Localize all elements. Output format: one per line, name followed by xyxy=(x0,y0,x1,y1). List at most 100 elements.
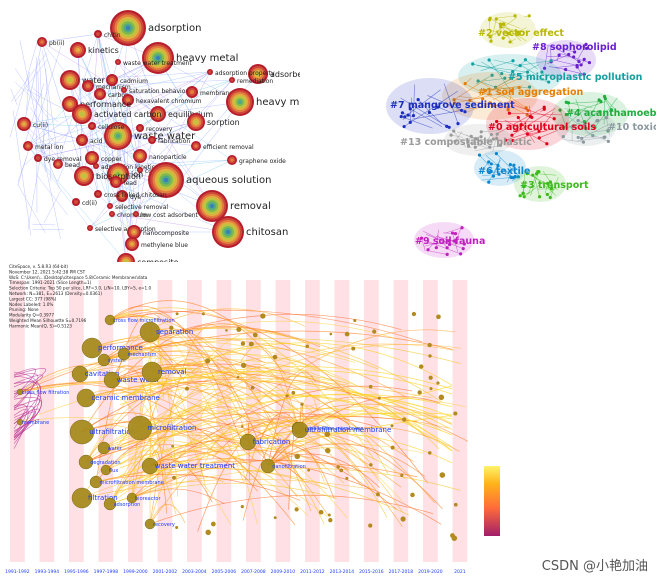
year-label: 2003-2004 xyxy=(182,569,207,575)
keyword-node-selective-removal[interactable]: selective removal xyxy=(107,203,168,211)
keyword-node-cross-linked-chitosan[interactable]: cross linked chitosan xyxy=(94,190,167,199)
keyword-label: nanoparticle xyxy=(149,154,187,161)
timeline-term-flux[interactable]: flux xyxy=(101,465,118,475)
cluster-node xyxy=(604,97,607,100)
node-ring xyxy=(231,79,234,82)
term-node-small xyxy=(251,386,255,390)
keyword-label: aqueous solution xyxy=(186,175,271,186)
year-band xyxy=(453,280,468,562)
keyword-label: cellulose xyxy=(98,124,125,131)
cluster-node xyxy=(480,130,483,133)
term-label: bioreactor xyxy=(135,496,161,502)
timeline-term-cross-flow-filtration[interactable]: cross flow filtration xyxy=(17,389,69,396)
cluster-label-10-toxicity[interactable]: #10 toxicity xyxy=(608,122,656,133)
node-ring xyxy=(135,213,138,216)
term-node-small xyxy=(241,363,246,368)
term-label: cross flow filtration xyxy=(22,390,70,396)
cluster-node xyxy=(400,115,403,118)
node-ring xyxy=(114,180,118,184)
keyword-node-waste-water-treatment[interactable]: waste water treatment xyxy=(115,59,192,67)
cluster-node xyxy=(529,115,532,118)
cluster-label-3-transport[interactable]: #3 transport xyxy=(520,180,589,191)
keyword-node-adsorption-property[interactable]: adsorption property xyxy=(207,69,275,77)
node-ring xyxy=(90,156,94,160)
keyword-node-low-cost-adsorbent[interactable]: low cost adsorbent xyxy=(133,211,199,219)
timeline-term-membrane[interactable]: membrane xyxy=(17,419,49,426)
keyword-node-membrane[interactable]: membrane xyxy=(186,86,233,98)
keyword-node-chitin[interactable]: chitin xyxy=(94,30,121,39)
cluster-node xyxy=(523,195,526,198)
term-node-small xyxy=(241,341,245,345)
keyword-node-composite[interactable]: composite xyxy=(117,253,179,262)
header-line: Modularity Q=0.3977 xyxy=(9,313,54,318)
node-ring xyxy=(95,165,98,168)
cluster-label-4-acanthamoeba[interactable]: #4 acanthamoeba xyxy=(566,108,656,119)
keyword-node-adsorption[interactable]: adsorption xyxy=(110,10,201,46)
color-legend xyxy=(484,466,500,536)
cluster-node xyxy=(478,154,481,157)
timeline-svg: CiteSpace, v. 5.8.R3 (64-bit)November 12… xyxy=(0,262,656,582)
year-label: 2017-2018 xyxy=(389,569,414,575)
cluster-node xyxy=(464,82,467,85)
keyword-node-kinetics[interactable]: kinetics xyxy=(70,42,119,58)
timeline-term-bioreactor[interactable]: bioreactor xyxy=(127,493,161,503)
cluster-node xyxy=(603,136,606,139)
cluster-label-13-compostable-plastic[interactable]: #13 compostable plastic xyxy=(400,137,532,148)
node-ring xyxy=(96,32,100,36)
term-node-small xyxy=(307,469,310,472)
cluster-label-2-vector-effect[interactable]: #2 vector effect xyxy=(478,28,564,39)
keyword-node-cd-ii[interactable]: cd(ii) xyxy=(72,198,97,207)
term-node-small xyxy=(418,390,422,394)
cluster-label-1-soil-aggregation[interactable]: #1 soil aggregation xyxy=(478,87,584,98)
year-label: 1997-1998 xyxy=(94,569,119,575)
node-ring xyxy=(230,158,233,161)
cluster-node xyxy=(426,248,429,251)
keyword-label: pb(ii) xyxy=(49,40,65,47)
cluster-label-8-sophorolipid[interactable]: #8 sophorolipid xyxy=(532,42,617,53)
keyword-label: metal ion xyxy=(35,144,63,151)
keyword-node-saturation-behavior[interactable]: saturation behavior xyxy=(121,87,188,95)
term-node-small xyxy=(369,463,372,466)
keyword-node-cellulose[interactable]: cellulose xyxy=(88,122,125,131)
keyword-node-heavy-metal-ion[interactable]: heavy metal ion xyxy=(226,88,300,116)
term-node-small xyxy=(295,454,301,460)
cluster-node xyxy=(576,65,579,68)
node-ring xyxy=(68,102,72,106)
keyword-node-sorption[interactable]: sorption xyxy=(187,113,240,131)
node-ring xyxy=(109,205,112,208)
cluster-label-9-soil-fauna[interactable]: #9 soil fauna xyxy=(415,236,485,247)
term-label: microfiltration xyxy=(147,424,196,432)
keyword-node-acid[interactable]: acid xyxy=(76,134,103,146)
keyword-node-methylene-blue[interactable]: methylene blue xyxy=(125,237,188,251)
keyword-label: remediation xyxy=(237,78,273,85)
year-label: 2013-2014 xyxy=(330,569,355,575)
keyword-label: cd(ii) xyxy=(82,200,97,207)
keyword-node-fabrication[interactable]: fabrication xyxy=(148,136,190,145)
keyword-node-remediation[interactable]: remediation xyxy=(229,77,273,85)
term-node-small xyxy=(353,319,356,322)
cluster-node xyxy=(409,121,412,124)
keyword-node-nanocomposite[interactable]: nanocomposite xyxy=(127,225,189,239)
keyword-node-chitosan[interactable]: chitosan xyxy=(212,216,288,248)
term-node-small xyxy=(205,530,210,535)
node-ring xyxy=(194,120,198,124)
node-ring xyxy=(111,213,114,216)
header-line: Harmonic Mean(Q, S)=0.5123 xyxy=(9,323,72,328)
cluster-node xyxy=(577,60,580,63)
term-node-small xyxy=(225,329,228,332)
cluster-label-0-agricultural-soils[interactable]: #0 agricultural soils xyxy=(488,122,596,133)
keyword-node-efficient-removal[interactable]: efficient removal xyxy=(191,141,254,151)
keyword-node-pb-ii[interactable]: pb(ii) xyxy=(37,37,65,47)
term-label: removal xyxy=(158,368,187,376)
cluster-label-5-microplastic-pollution[interactable]: #5 microplastic pollution xyxy=(508,72,643,83)
keyword-node-copper[interactable]: copper xyxy=(85,151,122,165)
keyword-node-graphene-oxide[interactable]: graphene oxide xyxy=(227,155,286,165)
term-node-small xyxy=(328,518,332,522)
keyword-node-recovery[interactable]: recovery xyxy=(136,124,173,133)
cluster-node xyxy=(508,40,511,43)
cluster-node xyxy=(513,14,516,17)
cluster-label-7-mangrove-sediment[interactable]: #7 mangrove sediment xyxy=(390,100,515,111)
term-label: cross flow microfiltration xyxy=(113,318,175,324)
keyword-node-nanoparticle[interactable]: nanoparticle xyxy=(133,149,187,163)
cluster-label-6-textile[interactable]: #6 textile xyxy=(478,166,531,177)
